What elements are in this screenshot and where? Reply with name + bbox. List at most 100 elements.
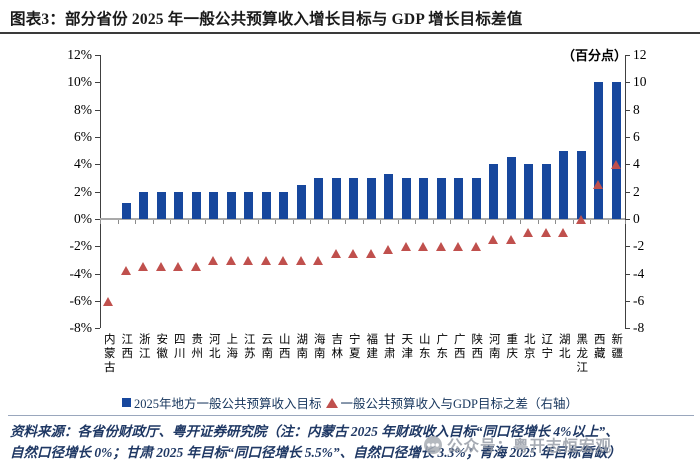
marker-湖南 [295,255,306,265]
x-axis-tick [292,220,294,224]
y-axis-label-left: 0% [74,211,92,226]
x-axis-tick [485,220,486,224]
right-axis-unit-label: （百分点） [561,48,627,63]
x-axis-label: 黑龙江 [575,333,588,375]
x-axis-tick [275,220,276,224]
x-axis-tick [380,220,381,224]
left-axis-tick [95,136,100,138]
bar-江苏 [244,191,254,219]
marker-江西 [120,266,131,276]
x-axis-tick [520,220,521,224]
x-axis-label: 四川 [172,333,185,361]
source-note: 资料来源：各省份财政厅、粤开证券研究院（注：内蒙古 2025 年财政收入目标“同… [10,421,696,463]
bar-河南 [489,164,499,219]
left-axis-tick [95,191,100,193]
figure-title: 图表3：部分省份 2025 年一般公共预算收入增长目标与 GDP 增长目标差值 [10,11,523,28]
source-note-line1: 资料来源：各省份财政厅、粤开证券研究院（注：内蒙古 2025 年财政收入目标“同… [10,424,619,439]
left-axis-tick [95,82,100,84]
marker-重庆 [505,235,516,244]
x-axis-tick [450,220,451,224]
bar-swatch-icon [121,398,131,407]
bar-辽宁 [541,164,551,219]
y-axis-label-right: 10 [633,74,647,90]
y-axis-label-left: 12% [67,46,92,62]
left-axis-tick [95,273,100,275]
x-axis-tick [432,220,434,224]
right-axis-line [625,55,626,328]
bar-河北 [209,191,219,219]
x-axis-label: 甘肃 [382,333,395,361]
title-underline [0,32,700,34]
bar-四川 [174,191,184,219]
bar-上海 [226,191,236,219]
x-axis-tick [362,220,364,224]
marker-黑龙江 [575,214,586,224]
y-axis-label-left: -2% [69,238,93,254]
x-axis-tick [467,220,469,224]
source-note-line2: 自然口径增长 0%；甘肃 2025 年目标“同口径增长 5.5%”、自然口径增长… [10,445,621,460]
marker-内蒙古 [103,296,114,306]
bar-新疆 [611,82,621,219]
marker-广西 [453,241,464,251]
x-axis-tick [310,220,311,224]
y-axis-label-left: -8% [69,320,93,336]
marker-西藏 [593,180,604,190]
x-axis-tick [415,220,416,224]
x-axis-label: 广西 [452,333,465,361]
x-axis-label: 江西 [120,333,133,361]
marker-陕西 [470,241,481,251]
x-axis-label: 天津 [400,333,413,361]
legend-label-gdp-diff: 一般公共预算收入与GDP目标之差（右轴） [340,397,579,411]
legend-item-revenue-target: 2025年地方一般公共预算收入目标 [121,393,322,412]
right-axis-tick [625,109,630,111]
x-axis-label: 浙江 [137,333,150,361]
x-axis-label: 西藏 [592,333,605,361]
right-axis-tick [625,328,630,330]
x-axis-tick [222,220,224,224]
x-axis-tick [117,220,119,224]
marker-海南 [313,255,324,265]
y-axis-label-left: 8% [74,101,92,117]
bar-湖南 [296,184,306,219]
watermark-text: 公众号：粤开志恒宏观 [447,438,613,455]
y-axis-label-right: 2 [633,183,640,199]
y-axis-label-right: -4 [633,265,645,281]
x-axis-label: 辽宁 [540,333,553,361]
y-axis-label-left: 4% [74,156,92,172]
bar-海南 [314,177,324,219]
bar-安徽 [156,191,166,219]
legend-label-revenue-target: 2025年地方一般公共预算收入目标 [133,397,322,411]
y-axis-label-right: -2 [633,238,645,254]
x-axis-tick [100,220,101,224]
bar-湖北 [559,150,569,219]
x-axis-label: 陕西 [470,333,483,361]
marker-山西 [278,255,289,265]
x-axis-label: 安徽 [155,333,168,361]
legend: 2025年地方一般公共预算收入目标 一般公共预算收入与GDP目标之差（右轴） [0,393,700,412]
x-axis-tick [170,220,171,224]
x-axis-label: 重庆 [505,333,518,361]
x-axis-label: 江苏 [242,333,255,361]
chart-area: 12% 12 10% 10 8% 8 6% 6 4% 4 2% 2 0% 0 -2% -2 -4% -4 -6% -6… [0,34,700,394]
triangle-swatch-icon [325,397,338,408]
x-axis-label: 湖北 [557,333,570,361]
left-axis-tick [95,328,100,330]
bar-天津 [401,177,411,219]
y-axis-label-left: -6% [69,293,93,308]
x-axis-tick [572,220,574,224]
x-axis-tick [590,220,591,224]
right-axis-tick [625,191,630,193]
marker-宁夏 [348,248,359,258]
x-axis-tick [345,220,346,224]
y-axis-label-left: 10% [67,74,92,90]
bar-云南 [261,191,271,219]
x-axis-tick [502,220,504,224]
marker-安徽 [155,262,166,272]
right-axis-tick [625,136,630,138]
x-axis-tick [607,220,609,224]
x-axis-tick [555,220,556,224]
bar-山西 [279,191,289,219]
x-axis-label: 河北 [207,333,220,361]
x-axis-tick [537,220,539,224]
